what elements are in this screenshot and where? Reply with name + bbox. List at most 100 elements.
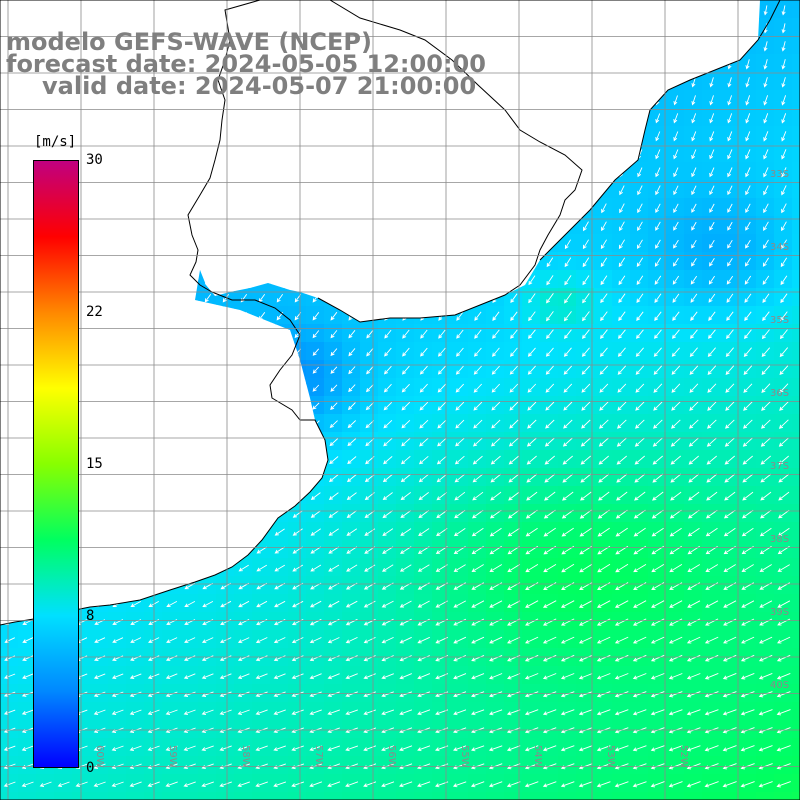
wind-arrow	[741, 618, 755, 626]
wind-arrow	[745, 167, 751, 178]
wind-arrow	[781, 59, 786, 70]
wind-arrow	[740, 691, 755, 698]
wind-speed-cell	[486, 594, 505, 613]
wind-arrow	[545, 347, 554, 357]
wind-arrow	[763, 113, 769, 124]
wind-speed-cell	[342, 756, 361, 775]
wind-speed-cell	[252, 774, 271, 793]
wind-speed-cell	[792, 594, 800, 613]
wind-arrow	[596, 636, 611, 644]
wind-speed-cell	[342, 522, 361, 541]
wind-speed-cell	[144, 738, 163, 757]
wind-speed-cell	[774, 288, 793, 307]
wind-speed-cell	[486, 630, 505, 649]
wind-arrow	[672, 329, 680, 339]
wind-speed-cell	[738, 702, 757, 721]
wind-arrow	[780, 311, 788, 322]
wind-speed-cell	[324, 378, 343, 397]
wind-speed-cell	[720, 612, 739, 631]
wind-arrow	[691, 203, 697, 213]
wind-arrow	[310, 564, 322, 572]
wind-arrow	[704, 672, 719, 680]
wind-speed-cell	[702, 612, 721, 631]
wind-speed-cell	[756, 612, 775, 631]
wind-speed-cell	[594, 288, 613, 307]
wind-speed-cell	[648, 540, 667, 559]
wind-speed-cell	[468, 522, 487, 541]
wind-speed-cell	[486, 774, 505, 793]
wind-speed-cell	[414, 486, 433, 505]
wind-speed-cell	[522, 522, 541, 541]
wind-speed-cell	[432, 378, 451, 397]
wind-arrow	[309, 691, 322, 698]
wind-speed-cell	[612, 666, 631, 685]
wind-speed-cell	[522, 738, 541, 757]
wind-speed-cell	[504, 504, 523, 523]
wind-arrow	[506, 745, 521, 752]
wind-speed-cell	[720, 540, 739, 559]
wind-speed-cell	[612, 198, 631, 217]
wind-speed-cell	[756, 216, 775, 235]
wind-arrow	[705, 527, 718, 537]
wind-arrow	[437, 383, 447, 393]
wind-arrow	[709, 185, 715, 196]
wind-speed-cell	[360, 612, 379, 631]
wind-speed-cell	[774, 738, 793, 757]
wind-arrow	[724, 491, 736, 501]
wind-arrow	[686, 636, 701, 644]
wind-arrow	[727, 167, 733, 178]
wind-arrow	[456, 311, 464, 321]
wind-speed-cell	[558, 324, 577, 343]
wind-arrow	[417, 691, 431, 698]
wind-arrow	[781, 221, 787, 232]
wind-arrow	[635, 347, 644, 357]
wind-arrow	[21, 709, 34, 715]
wind-speed-cell	[738, 108, 757, 127]
wind-arrow	[527, 365, 536, 375]
wind-speed-cell	[792, 90, 800, 109]
wind-speed-cell	[666, 198, 685, 217]
wind-arrow	[778, 509, 790, 519]
wind-arrow	[274, 546, 285, 554]
wind-speed-cell	[594, 702, 613, 721]
wind-arrow	[237, 781, 250, 788]
wind-speed-cell	[576, 414, 595, 433]
wind-speed-cell	[360, 432, 379, 451]
wind-arrow	[634, 455, 645, 465]
wind-arrow	[94, 637, 106, 644]
wind-arrow	[776, 781, 791, 788]
wind-speed-cell	[432, 468, 451, 487]
wind-speed-cell	[684, 738, 703, 757]
wind-speed-cell	[468, 666, 487, 685]
wind-arrow	[637, 221, 643, 232]
wind-arrow	[4, 655, 16, 661]
wind-speed-cell	[162, 774, 181, 793]
wind-arrow	[418, 528, 430, 537]
wind-arrow	[130, 655, 142, 662]
wind-speed-cell	[558, 792, 577, 800]
wind-speed-cell	[468, 792, 487, 800]
wind-speed-cell	[720, 522, 739, 541]
latitude-label: 33S	[770, 169, 789, 180]
wind-arrow	[312, 330, 320, 339]
wind-arrow	[273, 637, 286, 644]
wind-arrow	[546, 275, 554, 286]
wind-speed-cell	[522, 342, 541, 361]
wind-speed-cell	[540, 576, 559, 595]
wind-speed-cell	[792, 144, 800, 163]
wind-speed-cell	[522, 576, 541, 595]
wind-speed-cell	[252, 792, 271, 800]
wind-arrow	[600, 329, 608, 340]
wind-speed-cell	[18, 774, 37, 793]
wind-arrow	[726, 329, 734, 340]
wind-speed-cell	[504, 378, 523, 397]
wind-speed-cell	[414, 756, 433, 775]
wind-speed-cell	[522, 720, 541, 739]
wind-arrow	[382, 510, 394, 519]
wind-speed-cell	[432, 756, 451, 775]
wind-speed-cell	[684, 162, 703, 181]
wind-arrow	[780, 239, 787, 250]
wind-arrow	[618, 311, 626, 322]
wind-arrow	[184, 637, 196, 644]
